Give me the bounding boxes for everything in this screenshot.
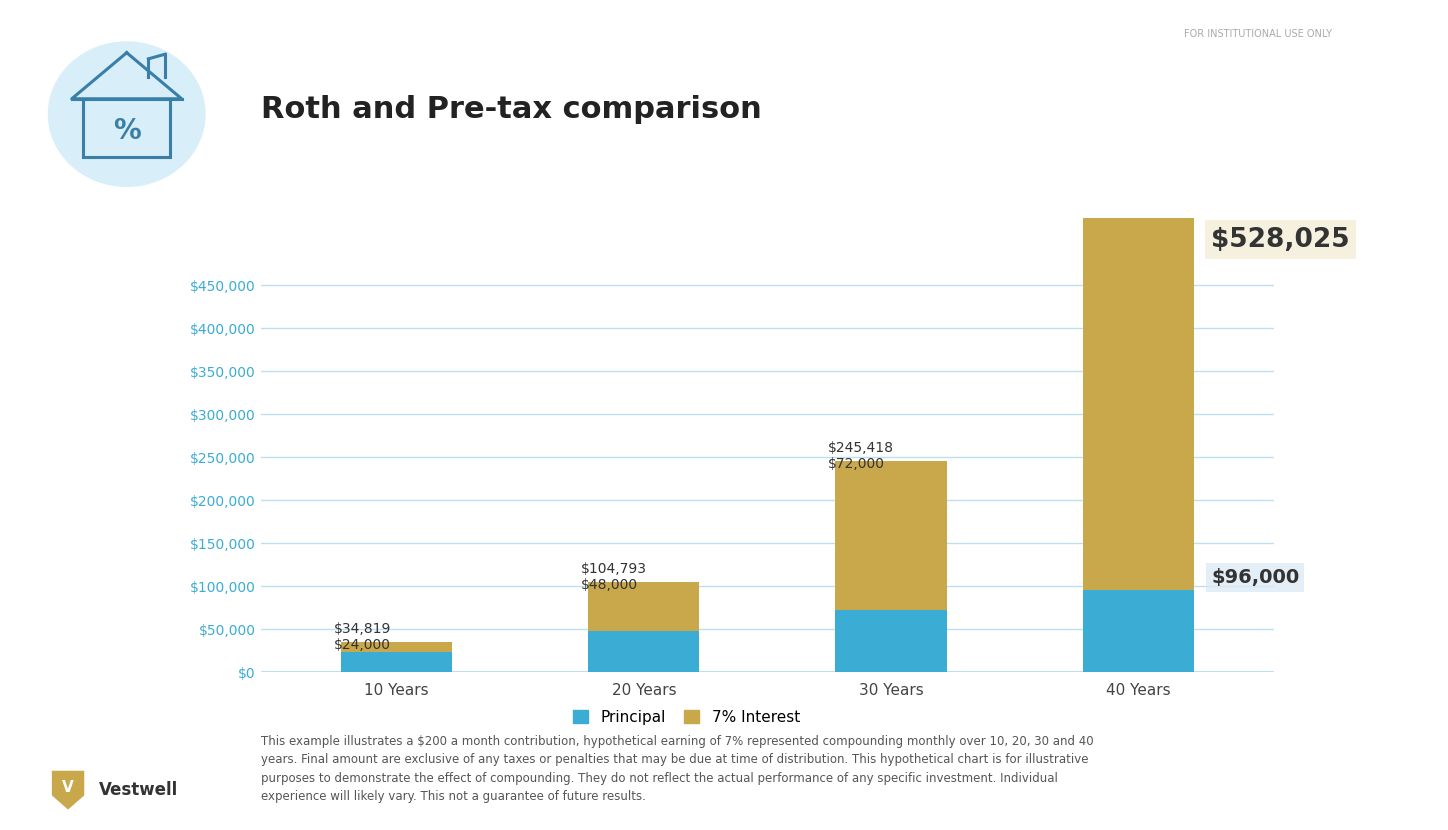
Bar [835, 610, 947, 672]
Text: FOR INSTITUTIONAL USE ONLY: FOR INSTITUTIONAL USE ONLY [1184, 29, 1332, 39]
Text: $24,000: $24,000 [333, 637, 391, 652]
Text: %: % [113, 117, 140, 145]
Text: $245,418: $245,418 [828, 442, 893, 455]
Legend: Principal, 7% Interest: Principal, 7% Interest [566, 704, 807, 731]
Text: $104,793: $104,793 [581, 562, 647, 576]
Bar [340, 642, 452, 652]
Text: This example illustrates a $200 a month contribution, hypothetical earning of 7%: This example illustrates a $200 a month … [261, 735, 1093, 803]
Bar [1083, 218, 1195, 590]
Bar [340, 652, 452, 672]
Bar [588, 582, 699, 631]
Text: $34,819: $34,819 [333, 622, 391, 637]
Polygon shape [52, 771, 84, 809]
Text: Roth and Pre-tax comparison: Roth and Pre-tax comparison [261, 95, 762, 124]
Text: $48,000: $48,000 [581, 578, 639, 592]
Text: $528,025: $528,025 [1211, 227, 1350, 252]
Text: $96,000: $96,000 [1211, 569, 1299, 587]
Bar [1083, 590, 1195, 672]
Text: V: V [62, 779, 74, 794]
Bar [588, 631, 699, 672]
Text: $72,000: $72,000 [828, 457, 885, 471]
Circle shape [48, 42, 206, 186]
Text: Vestwell: Vestwell [98, 781, 178, 799]
Bar [835, 461, 947, 610]
